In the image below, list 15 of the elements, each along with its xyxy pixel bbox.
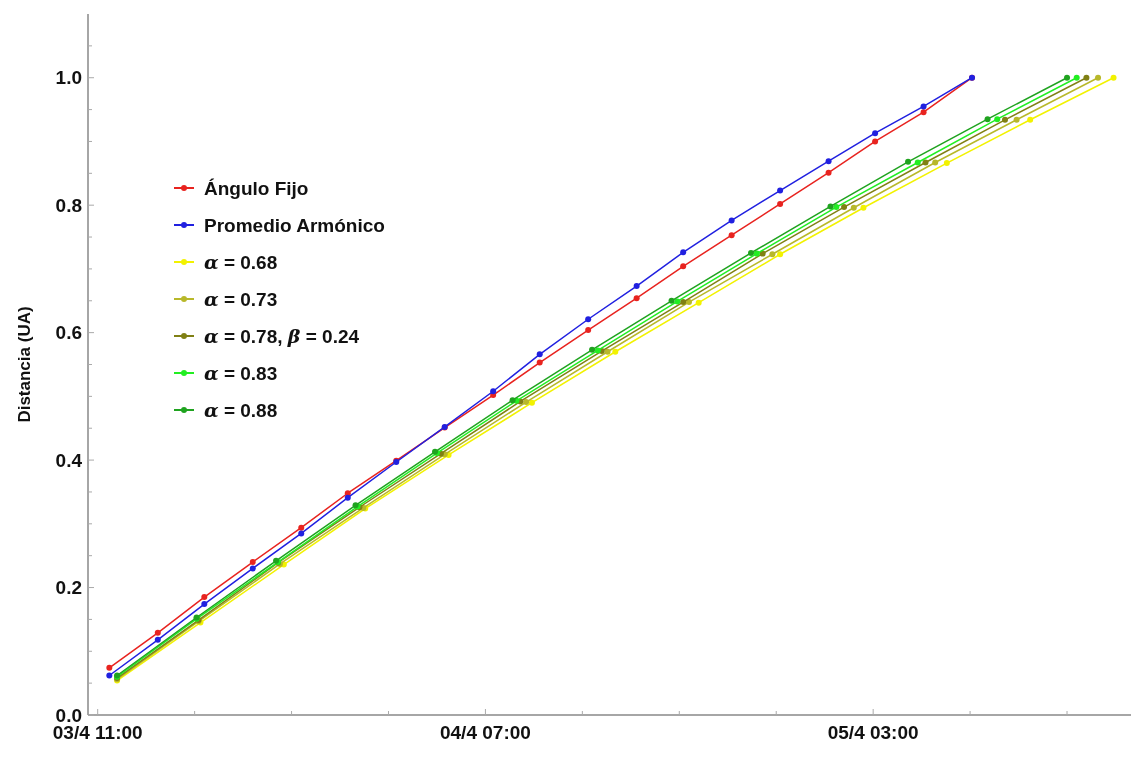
legend-label: Promedio Armónico	[204, 214, 385, 236]
legend-label: Ángulo Fijo	[204, 177, 309, 199]
legend-label: α = 0.68	[204, 250, 278, 273]
legend-label: α = 0.78, β = 0.24	[204, 324, 360, 347]
legend-label: α = 0.73	[204, 287, 278, 310]
y-tick-label: 0.8	[55, 194, 82, 216]
y-tick-label: 0.6	[55, 322, 82, 344]
legend-label: α = 0.83	[204, 361, 278, 384]
y-tick-label: 0.4	[55, 449, 83, 471]
x-tick-label: 05/4 03:00	[827, 722, 919, 743]
y-tick-label: 0.2	[55, 577, 82, 599]
legend-label: α = 0.88	[204, 398, 278, 421]
x-tick-label: 04/4 07:00	[440, 722, 531, 743]
y-axis-title: Distancia (UA)	[15, 306, 34, 423]
y-tick-label: 1.0	[55, 67, 82, 89]
